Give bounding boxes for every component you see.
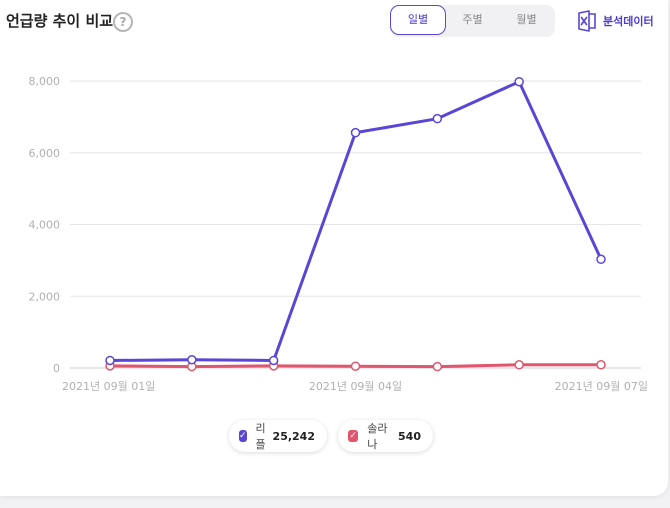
legend-checkbox-icon: ✓	[239, 430, 247, 442]
x-tick-label: 2021년 09월 01일	[62, 379, 155, 393]
export-analysis-button[interactable]: 분석데이터	[577, 9, 654, 33]
series-line	[109, 80, 603, 362]
data-point[interactable]	[514, 76, 524, 87]
data-point[interactable]	[596, 254, 606, 265]
data-point[interactable]	[350, 361, 361, 371]
legend-item-ripple[interactable]: ✓ 리플 25,242	[229, 420, 327, 452]
y-tick-label: 6,000	[29, 147, 61, 160]
data-point[interactable]	[432, 361, 443, 372]
legend-series-total: 540	[398, 429, 421, 443]
y-tick-label: 0	[53, 362, 60, 375]
chart-title: 언급량 추이 비교	[6, 12, 114, 30]
chart-card: 언급량 추이 비교 ? 일별 주별 월별 분석데이터 0 2,000 4,000 6,…	[0, 0, 668, 496]
data-point[interactable]	[596, 360, 606, 370]
help-icon[interactable]: ?	[113, 12, 133, 32]
data-point[interactable]	[268, 355, 279, 366]
export-label: 분석데이터	[603, 15, 654, 28]
legend-item-solana[interactable]: ✓ 솔라나 540	[338, 420, 433, 452]
legend-checkbox-icon: ✓	[348, 430, 359, 442]
tab-weekly[interactable]: 주별	[462, 13, 483, 26]
data-point[interactable]	[187, 354, 197, 365]
legend-series-name: 솔라나	[367, 422, 388, 451]
tab-daily[interactable]: 일별	[390, 5, 446, 35]
x-tick-label: 2021년 09월 04일	[309, 379, 402, 393]
y-tick-label: 8,000	[29, 75, 61, 88]
legend-series-name: 리플	[255, 422, 266, 451]
legend-series-total: 25,242	[272, 429, 315, 443]
data-point[interactable]	[105, 355, 115, 366]
data-point[interactable]	[350, 127, 361, 138]
data-point[interactable]	[432, 113, 443, 124]
y-tick-label: 2,000	[29, 290, 61, 303]
line-chart: 0 2,000 4,000 6,000 8,000 2021년 09월 01일 2021년 …	[29, 75, 649, 393]
y-tick-label: 4,000	[29, 219, 61, 232]
x-tick-label: 2021년 09월 07일	[555, 379, 648, 393]
period-toggle: 일별 주별 월별	[390, 5, 555, 37]
tab-monthly[interactable]: 월별	[516, 13, 537, 26]
data-point[interactable]	[514, 360, 524, 370]
excel-icon	[578, 10, 596, 32]
